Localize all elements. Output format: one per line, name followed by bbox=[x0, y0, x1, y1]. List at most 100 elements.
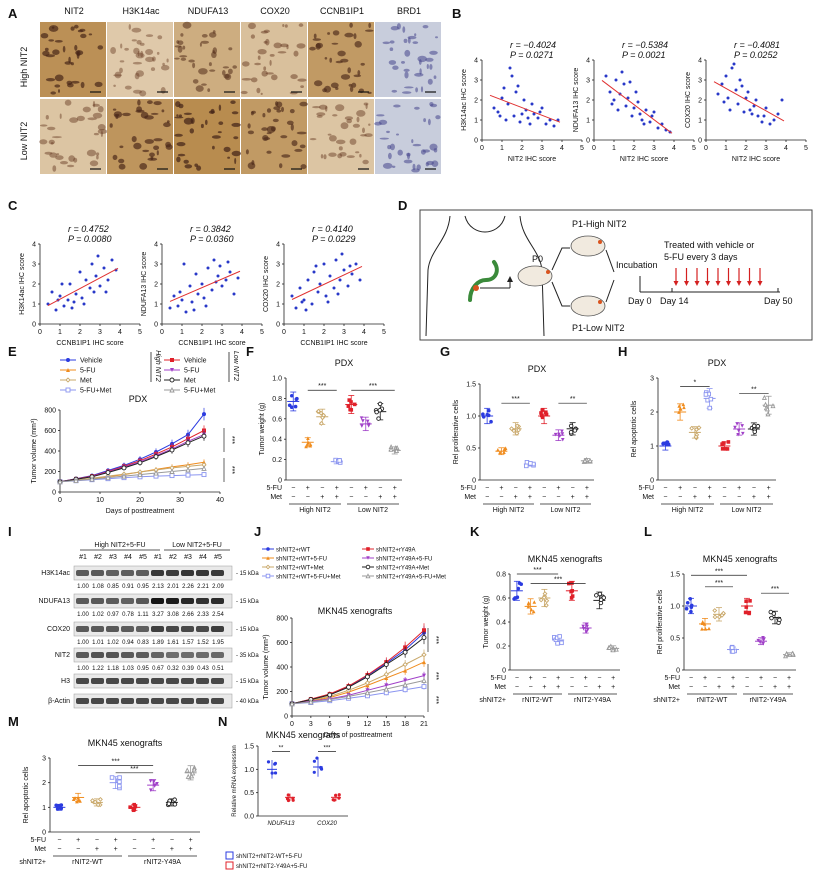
chart-title: MKN45 xenografts bbox=[88, 738, 163, 748]
y-axis-label: H3K14ac IHC score bbox=[19, 253, 26, 315]
marker bbox=[540, 413, 544, 418]
scatter-point bbox=[348, 264, 352, 268]
band-quant-value: 2.26 bbox=[182, 584, 194, 590]
y-tick-label: 0 bbox=[32, 322, 36, 329]
x-tick-label: 2 bbox=[200, 329, 204, 336]
group-2 bbox=[315, 408, 329, 426]
ihc-cell-mark bbox=[161, 109, 165, 113]
scatter-point bbox=[552, 124, 556, 128]
ihc-tile-r1-c0 bbox=[39, 99, 108, 174]
marker bbox=[560, 437, 565, 442]
marker bbox=[403, 668, 408, 673]
blot-band bbox=[106, 570, 119, 576]
blot-3: NIT2 - 35 kDa 1.00 1.22 1.18 1.03 0.95 0.67 0.32… bbox=[55, 647, 259, 672]
marker bbox=[489, 419, 493, 424]
treatment-row-label: 5-FU bbox=[490, 675, 506, 682]
y-tick-label: 1 bbox=[32, 302, 36, 309]
ihc-cell-mark bbox=[327, 32, 331, 35]
x-tick-label: 3 bbox=[764, 145, 768, 152]
scatter-point bbox=[622, 82, 626, 86]
ihc-col-ccnb1ip1: CCNB1IP1 bbox=[320, 6, 364, 16]
ihc-cell-mark bbox=[97, 45, 104, 50]
ihc-cell-mark bbox=[382, 41, 391, 45]
ihc-cell-mark bbox=[118, 158, 125, 164]
group-label: rNIT2-Y49A bbox=[750, 697, 787, 704]
x-tick-label: 4 bbox=[784, 145, 788, 152]
regression-line bbox=[713, 81, 785, 122]
marker bbox=[318, 420, 324, 426]
y-tick-label: 800 bbox=[44, 408, 56, 415]
series-line bbox=[59, 467, 205, 483]
blot-band bbox=[181, 698, 194, 704]
x-tick-label: 0 bbox=[290, 721, 294, 728]
marker bbox=[572, 428, 578, 433]
marker bbox=[190, 770, 196, 776]
group-6 bbox=[165, 797, 178, 808]
treatment-sign: − bbox=[499, 494, 503, 501]
y-tick-label: 1.0 bbox=[244, 767, 254, 774]
marker bbox=[743, 610, 748, 615]
ihc-cell-mark bbox=[316, 115, 323, 118]
marker bbox=[544, 598, 550, 604]
ihc-cell-mark bbox=[389, 40, 395, 44]
ihc-cell-mark bbox=[389, 47, 394, 51]
significance-mark: ** bbox=[751, 386, 757, 393]
ihc-cell-mark bbox=[137, 99, 141, 106]
treatment-sign: − bbox=[759, 684, 763, 691]
significance-mark: *** bbox=[533, 567, 541, 574]
scatter-point bbox=[740, 84, 744, 88]
label-day0: Day 0 bbox=[628, 296, 652, 306]
treatment-row-label: Met bbox=[494, 684, 506, 691]
regression-line bbox=[489, 94, 561, 123]
marker bbox=[265, 564, 271, 570]
marker bbox=[610, 647, 616, 653]
treatment-sign: − bbox=[752, 485, 756, 492]
scatter-point bbox=[216, 274, 220, 278]
scatter-point bbox=[88, 286, 92, 290]
ihc-cell-mark bbox=[208, 62, 212, 67]
ihc-cell-mark bbox=[411, 139, 414, 144]
marker bbox=[700, 621, 705, 625]
ihc-cell-mark bbox=[211, 135, 221, 139]
ihc-cell-mark bbox=[228, 68, 233, 75]
treatment-row-label: 5-FU bbox=[460, 485, 476, 492]
ihc-tile-r0-c0 bbox=[40, 22, 106, 97]
ihc-cell-mark bbox=[279, 163, 283, 169]
x-axis-label: NIT2 IHC score bbox=[732, 156, 780, 163]
ihc-cell-mark bbox=[97, 124, 106, 131]
marker bbox=[394, 447, 400, 454]
band-quant-value: 1.08 bbox=[92, 584, 104, 590]
label-treated-2: 5-FU every 3 days bbox=[664, 252, 738, 262]
marker bbox=[748, 599, 752, 603]
blot-band bbox=[181, 626, 194, 632]
marker bbox=[345, 693, 352, 699]
ihc-cell-mark bbox=[392, 165, 396, 168]
ihc-cell-mark bbox=[50, 91, 56, 95]
marker bbox=[585, 628, 590, 632]
treatment-sign: − bbox=[722, 494, 726, 501]
ihc-cell-mark bbox=[364, 133, 373, 138]
ihc-cell-mark bbox=[335, 139, 346, 145]
correlation-p: P = 0.0080 bbox=[68, 234, 111, 244]
ihc-cell-mark bbox=[62, 45, 66, 53]
group-1 bbox=[71, 792, 85, 804]
ihc-cell-mark bbox=[122, 112, 131, 117]
correlation-r: r = −0.4024 bbox=[510, 40, 556, 50]
blot-band bbox=[136, 698, 149, 704]
legend-label: shNIT2+rY49A+5-FU+Met bbox=[376, 574, 446, 580]
marker bbox=[402, 661, 408, 668]
y-tick-label: 3 bbox=[154, 262, 158, 269]
marker bbox=[374, 409, 379, 415]
marker bbox=[265, 573, 271, 579]
group-label: Low NIT2 bbox=[551, 507, 581, 514]
treatment-sign: + bbox=[556, 684, 560, 691]
scatter-point bbox=[346, 284, 350, 288]
ihc-cell-mark bbox=[247, 123, 251, 129]
ihc-cell-mark bbox=[312, 38, 321, 41]
scatter-point bbox=[202, 296, 206, 300]
stomach-icon bbox=[468, 260, 499, 302]
scatter-point bbox=[608, 90, 612, 94]
